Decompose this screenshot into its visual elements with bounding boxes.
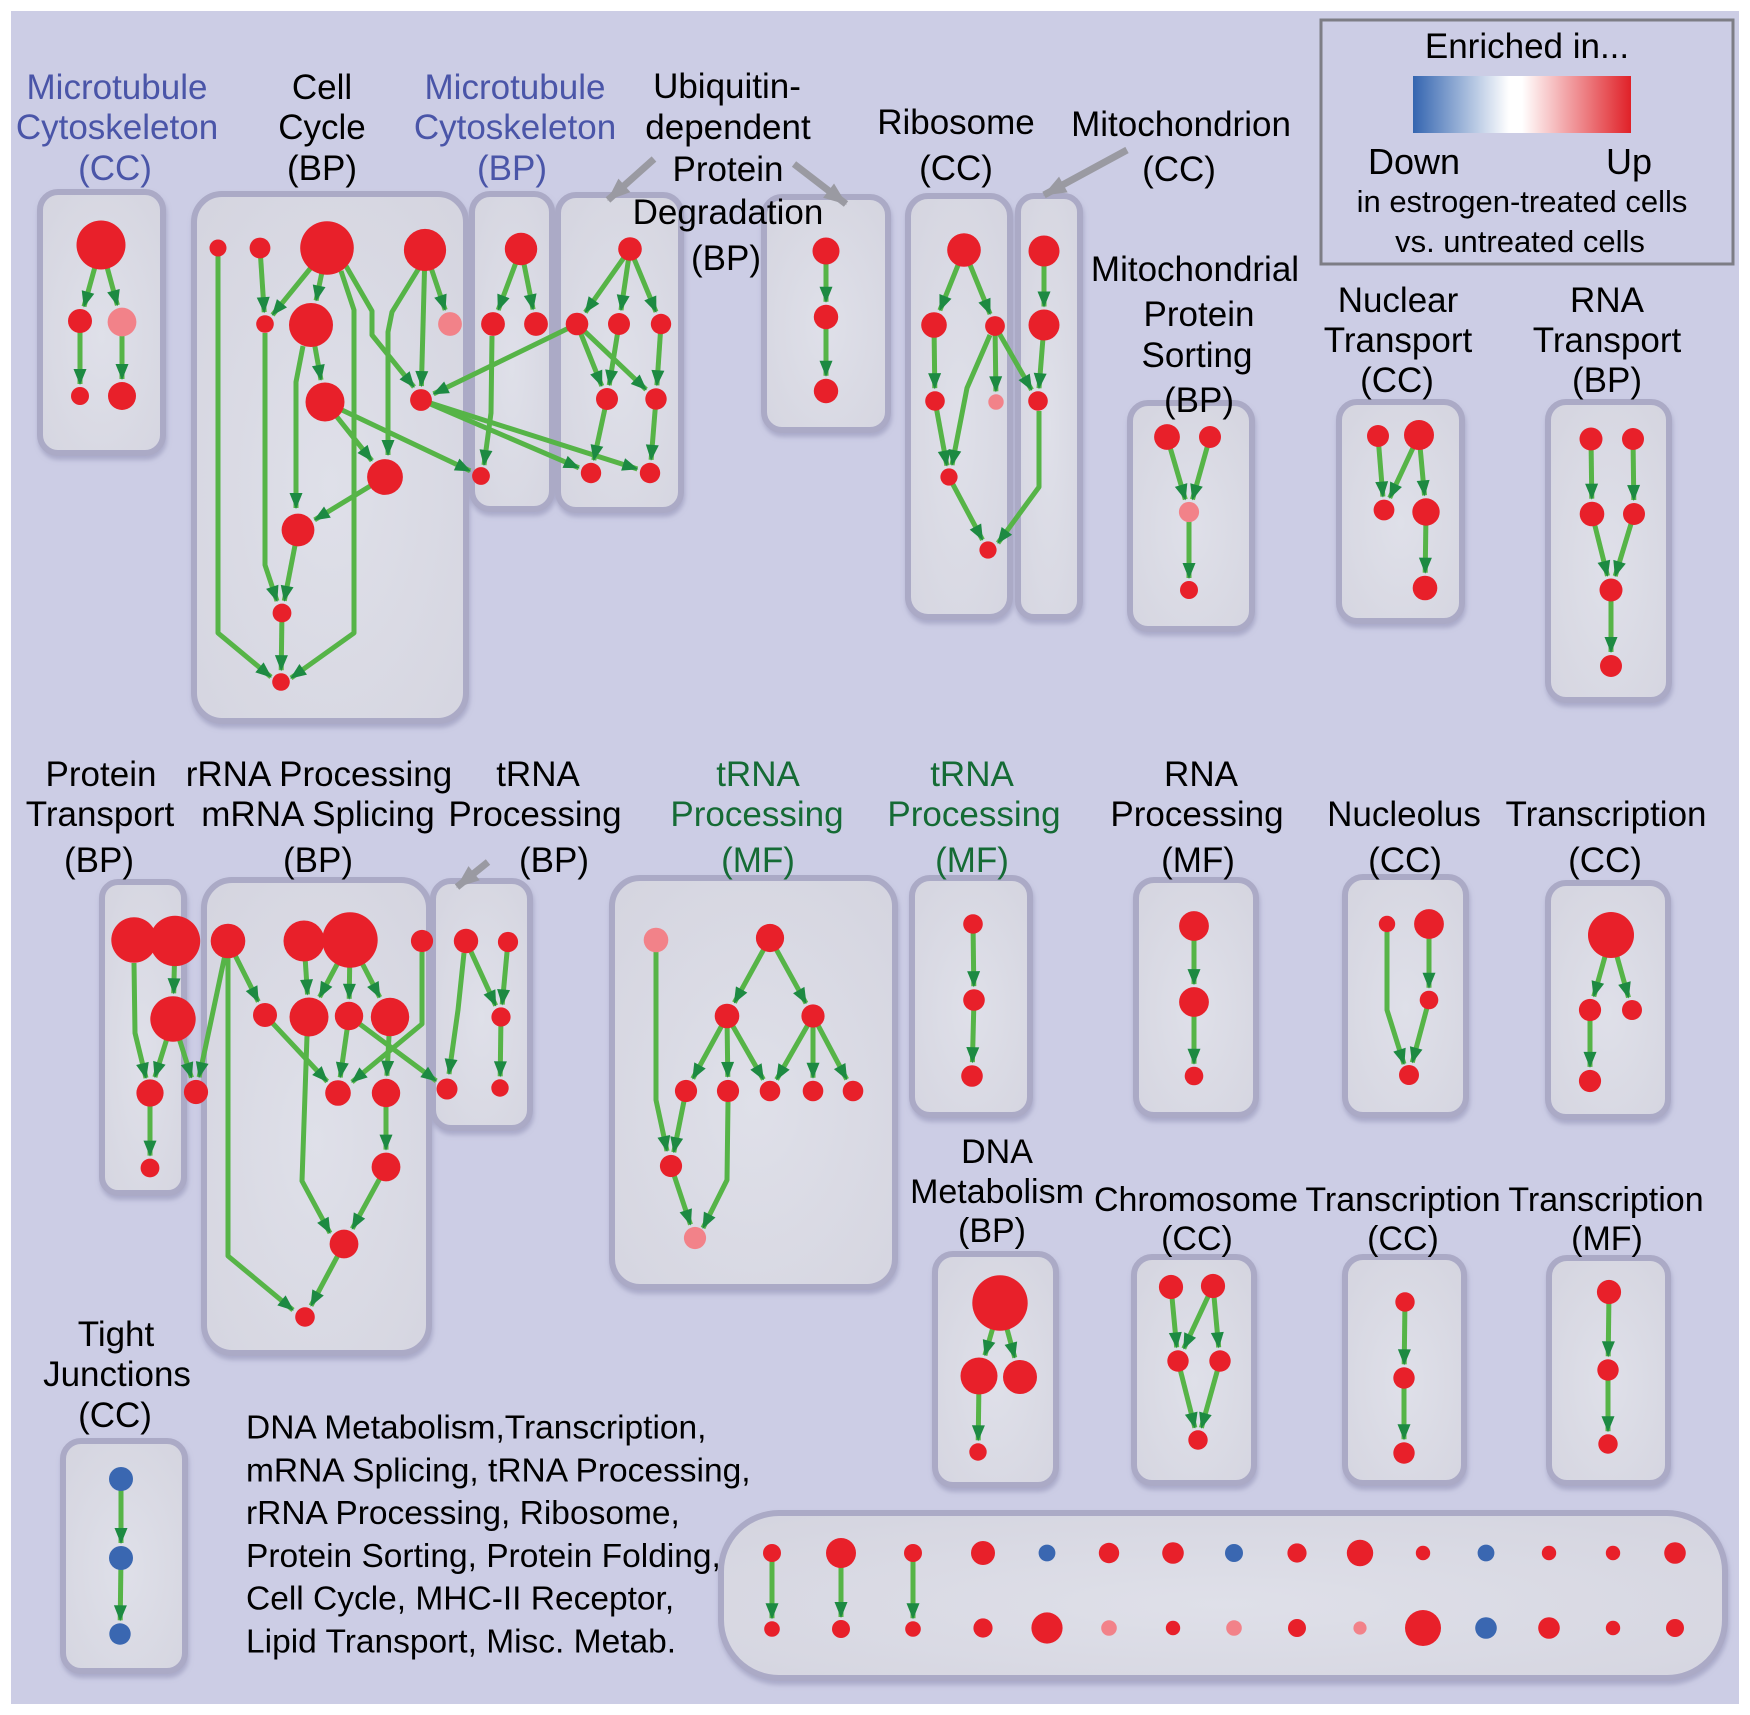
svg-text:(BP): (BP) <box>1164 381 1234 420</box>
svg-text:rRNA Processing, Ribosome,: rRNA Processing, Ribosome, <box>246 1495 680 1532</box>
svg-text:(MF): (MF) <box>1161 841 1235 880</box>
svg-text:Sorting: Sorting <box>1142 336 1253 375</box>
svg-text:(CC): (CC) <box>1142 150 1216 189</box>
svg-text:Cytoskeleton: Cytoskeleton <box>414 108 616 147</box>
svg-text:(MF): (MF) <box>1571 1220 1643 1258</box>
svg-text:(BP): (BP) <box>691 239 761 278</box>
svg-text:Processing: Processing <box>670 795 843 834</box>
svg-text:(CC): (CC) <box>1161 1220 1233 1258</box>
svg-text:Ubiquitin-: Ubiquitin- <box>653 67 801 106</box>
svg-text:Cytoskeleton: Cytoskeleton <box>16 108 218 147</box>
svg-text:mRNA Splicing: mRNA Splicing <box>201 795 434 834</box>
svg-text:(CC): (CC) <box>78 149 152 188</box>
svg-text:(CC): (CC) <box>78 1396 152 1435</box>
svg-text:Protein: Protein <box>46 755 157 794</box>
svg-text:Transport: Transport <box>1324 321 1473 360</box>
svg-text:Up: Up <box>1606 141 1652 182</box>
svg-text:rRNA Processing: rRNA Processing <box>186 755 452 794</box>
svg-text:Metabolism: Metabolism <box>910 1173 1084 1211</box>
svg-text:Ribosome: Ribosome <box>877 103 1035 142</box>
svg-text:(BP): (BP) <box>477 149 547 188</box>
svg-text:tRNA: tRNA <box>930 755 1014 794</box>
svg-text:dependent: dependent <box>645 108 811 147</box>
svg-text:(CC): (CC) <box>1568 841 1642 880</box>
svg-text:tRNA: tRNA <box>716 755 800 794</box>
svg-text:(BP): (BP) <box>1572 361 1642 400</box>
svg-text:Cell: Cell <box>292 68 352 107</box>
svg-text:(BP): (BP) <box>287 149 357 188</box>
svg-text:Junctions: Junctions <box>43 1355 191 1394</box>
svg-text:DNA: DNA <box>961 1133 1033 1171</box>
svg-text:tRNA: tRNA <box>496 755 580 794</box>
svg-text:(BP): (BP) <box>958 1212 1026 1250</box>
svg-text:(BP): (BP) <box>64 841 134 880</box>
svg-text:(BP): (BP) <box>519 841 589 880</box>
svg-text:Down: Down <box>1368 141 1460 182</box>
svg-text:Transport: Transport <box>26 795 175 834</box>
svg-text:vs. untreated cells: vs. untreated cells <box>1395 224 1645 259</box>
svg-text:Mitochondrion: Mitochondrion <box>1071 105 1291 144</box>
svg-text:Nuclear: Nuclear <box>1338 281 1459 320</box>
svg-text:Protein: Protein <box>1144 295 1255 334</box>
svg-text:Mitochondrial: Mitochondrial <box>1091 250 1299 289</box>
svg-text:Processing: Processing <box>887 795 1060 834</box>
svg-text:Enriched in...: Enriched in... <box>1425 27 1629 66</box>
svg-text:Transcription: Transcription <box>1305 1181 1500 1219</box>
svg-text:Transport: Transport <box>1533 321 1682 360</box>
svg-text:in estrogen-treated cells: in estrogen-treated cells <box>1357 184 1688 219</box>
svg-text:Nucleolus: Nucleolus <box>1327 795 1481 834</box>
svg-text:Degradation: Degradation <box>633 193 824 232</box>
svg-text:Processing: Processing <box>1110 795 1283 834</box>
svg-text:Protein: Protein <box>673 150 784 189</box>
svg-text:Tight: Tight <box>78 1315 155 1354</box>
svg-text:RNA: RNA <box>1570 281 1645 320</box>
svg-text:mRNA Splicing, tRNA Processing: mRNA Splicing, tRNA Processing, <box>246 1452 751 1489</box>
svg-text:(MF): (MF) <box>935 841 1009 880</box>
svg-text:RNA: RNA <box>1164 755 1239 794</box>
svg-text:Processing: Processing <box>448 795 621 834</box>
svg-text:(CC): (CC) <box>919 149 993 188</box>
svg-text:Microtubule: Microtubule <box>27 68 208 107</box>
svg-text:Microtubule: Microtubule <box>425 68 606 107</box>
svg-text:Transcription: Transcription <box>1508 1181 1703 1219</box>
svg-text:(CC): (CC) <box>1368 841 1442 880</box>
svg-text:Lipid Transport, Misc. Metab.: Lipid Transport, Misc. Metab. <box>246 1624 676 1661</box>
svg-text:Cell Cycle, MHC-II Receptor,: Cell Cycle, MHC-II Receptor, <box>246 1581 674 1618</box>
svg-text:Protein Sorting, Protein Foldi: Protein Sorting, Protein Folding, <box>246 1538 721 1575</box>
svg-text:(MF): (MF) <box>721 841 795 880</box>
svg-text:(BP): (BP) <box>283 841 353 880</box>
svg-text:Transcription: Transcription <box>1506 795 1707 834</box>
svg-text:(CC): (CC) <box>1360 361 1434 400</box>
svg-text:DNA Metabolism,Transcription,: DNA Metabolism,Transcription, <box>246 1410 706 1447</box>
svg-text:(CC): (CC) <box>1367 1220 1439 1258</box>
svg-text:Chromosome: Chromosome <box>1094 1181 1298 1219</box>
svg-text:Cycle: Cycle <box>278 108 366 147</box>
